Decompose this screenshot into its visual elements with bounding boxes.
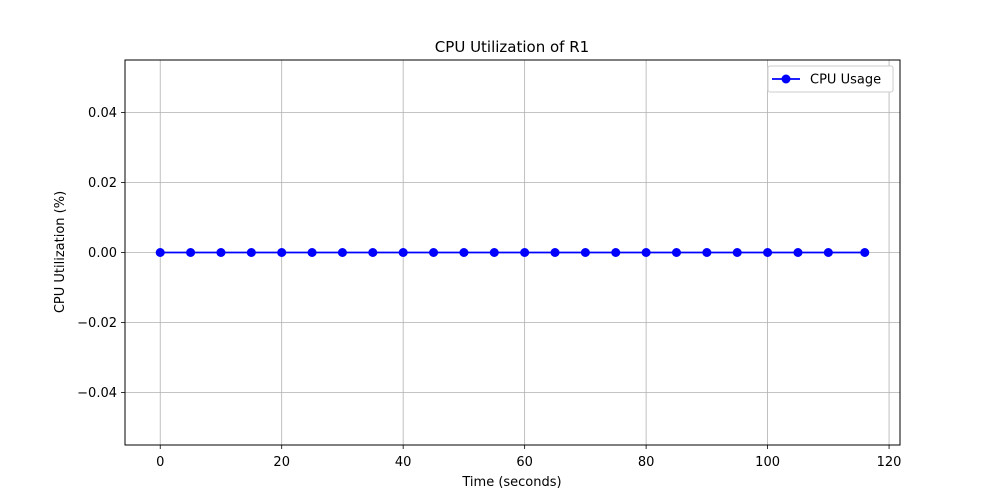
data-point: [186, 248, 196, 257]
y-tick-label: −0.02: [77, 316, 117, 331]
x-tick-label: 0: [156, 455, 164, 470]
data-point: [398, 248, 408, 257]
x-tick-label: 120: [877, 455, 902, 470]
data-point: [611, 248, 621, 257]
x-axis-label: Time (seconds): [461, 475, 561, 490]
data-point: [307, 248, 317, 257]
y-tick-label: 0.02: [88, 176, 117, 191]
legend-label-cpu-usage: CPU Usage: [810, 73, 881, 88]
y-axis-label: CPU Utilization (%): [53, 191, 68, 313]
series-layer: [155, 248, 870, 257]
data-point: [489, 248, 499, 257]
data-point: [763, 248, 773, 257]
x-tick-label: 80: [638, 455, 655, 470]
data-point: [277, 248, 287, 257]
data-point: [823, 248, 833, 257]
x-tick-label: 20: [273, 455, 290, 470]
data-point: [246, 248, 256, 257]
data-point: [671, 248, 681, 257]
axis-ticks: 0 20 40 60 80 100 120 −0.04 −0.02 0.00 0.02 0.04: [77, 106, 901, 470]
data-point: [429, 248, 439, 257]
x-tick-label: 40: [395, 455, 412, 470]
data-point: [155, 248, 165, 257]
data-point: [216, 248, 226, 257]
data-point: [860, 248, 870, 257]
legend: CPU Usage: [767, 65, 894, 93]
data-point: [337, 248, 347, 257]
legend-box: [767, 65, 894, 93]
data-point: [793, 248, 803, 257]
data-point: [732, 248, 742, 257]
data-point: [641, 248, 651, 257]
data-point: [459, 248, 469, 257]
data-point: [580, 248, 590, 257]
data-point: [702, 248, 712, 257]
y-tick-label: 0.04: [88, 106, 117, 121]
y-tick-label: −0.04: [77, 386, 117, 401]
chart-title: CPU Utilization of R1: [435, 38, 589, 56]
x-tick-label: 60: [516, 455, 533, 470]
data-point: [368, 248, 378, 257]
legend-marker-sample: [781, 74, 791, 84]
data-point: [520, 248, 530, 257]
x-tick-label: 100: [755, 455, 780, 470]
y-tick-label: 0.00: [88, 246, 117, 261]
data-point: [550, 248, 560, 257]
